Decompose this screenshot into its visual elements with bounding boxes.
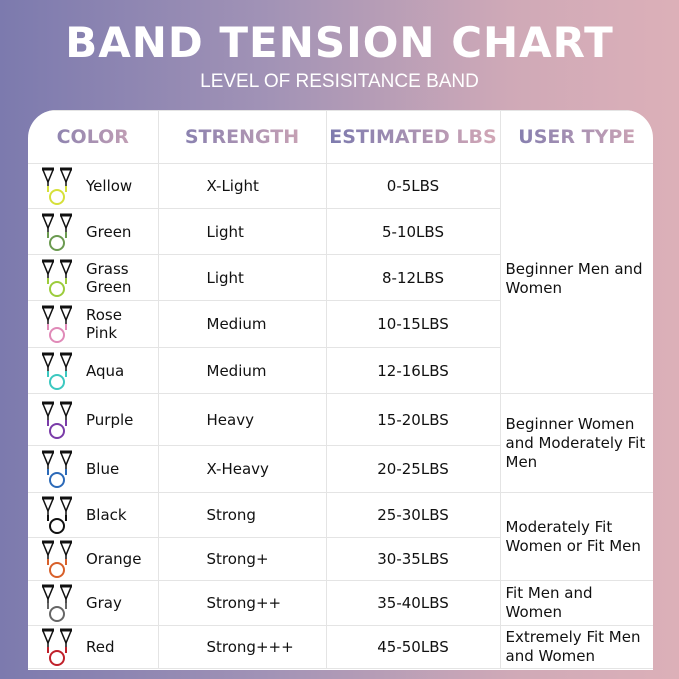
lbs-cell: 35-40LBS bbox=[325, 580, 501, 626]
color-cell: Grass Green bbox=[28, 254, 159, 301]
table-row: Orange Strong+ 30-35LBS bbox=[28, 537, 653, 581]
page-subtitle: LEVEL OF RESISITANCE BAND bbox=[200, 71, 479, 92]
color-cell: Rose Pink bbox=[28, 300, 159, 348]
strength-cell: Medium bbox=[157, 347, 327, 394]
table-row: Black Strong 25-30LBS Moderately Fit Wome… bbox=[28, 492, 653, 581]
color-name: Rose Pink bbox=[86, 306, 122, 342]
user-type-cell: Extremely Fit Men and Women bbox=[499, 625, 653, 669]
resistance-band-icon bbox=[42, 584, 72, 622]
color-cell: Aqua bbox=[28, 347, 159, 394]
user-type-cell: Beginner Men and Women bbox=[499, 163, 653, 394]
color-name: Aqua bbox=[86, 361, 125, 380]
table-row: Gray Strong++ 35-40LBS Fit Men and Women bbox=[28, 580, 653, 626]
color-name: Gray bbox=[86, 594, 122, 612]
color-name: Grass Green bbox=[86, 259, 132, 296]
strength-cell: Strong++ bbox=[157, 580, 327, 626]
lbs-cell: 5-10LBS bbox=[325, 208, 500, 255]
color-cell: Red bbox=[28, 625, 159, 669]
lbs-cell: 8-12LBS bbox=[325, 254, 500, 301]
user-type-cell: Fit Men and Women bbox=[499, 580, 653, 626]
table-row: Yellow X-Light 0-5LBS Beginner Men and Wo… bbox=[28, 163, 653, 394]
user-type-cell: Beginner Women and Moderately Fit Men bbox=[499, 393, 653, 493]
lbs-cell: 12-16LBS bbox=[325, 347, 500, 394]
color-cell: Yellow bbox=[28, 163, 159, 209]
user-type-cell: Moderately Fit Women or Fit Men bbox=[499, 492, 653, 581]
tension-table-card: Color Strength Estimated LBS User Type Y… bbox=[28, 110, 653, 670]
resistance-band-icon bbox=[42, 259, 72, 297]
resistance-band-icon bbox=[42, 628, 72, 666]
color-name: Black bbox=[86, 506, 127, 524]
header-strength: Strength bbox=[157, 110, 327, 164]
lbs-cell: 15-20LBS bbox=[325, 393, 501, 446]
resistance-band-icon bbox=[42, 496, 72, 534]
table-row: Purple Heavy 15-20LBS Beginner Women and … bbox=[28, 393, 653, 493]
color-name: Blue bbox=[86, 460, 120, 478]
header-color: Color bbox=[28, 110, 159, 164]
table-header: Color Strength Estimated LBS User Type bbox=[28, 110, 653, 164]
header-estimated-lbs: Estimated LBS bbox=[325, 110, 501, 164]
table-row: Grass Green Light 8-12LBS bbox=[28, 254, 653, 301]
lbs-cell: 20-25LBS bbox=[325, 445, 500, 493]
strength-cell: Strong+++ bbox=[157, 625, 327, 669]
resistance-band-icon bbox=[42, 213, 72, 251]
tension-table: Color Strength Estimated LBS User Type Y… bbox=[28, 110, 653, 669]
strength-cell: Light bbox=[157, 208, 327, 255]
resistance-band-icon bbox=[42, 401, 72, 439]
page-title: Band Tension Chart bbox=[65, 18, 614, 67]
resistance-band-icon bbox=[42, 167, 72, 205]
color-name: Purple bbox=[86, 410, 134, 429]
strength-cell: X-Heavy bbox=[157, 445, 327, 493]
color-cell: Green bbox=[28, 208, 159, 255]
strength-cell: Heavy bbox=[157, 393, 327, 446]
strength-cell: Strong bbox=[157, 492, 327, 538]
resistance-band-icon bbox=[42, 450, 72, 488]
resistance-band-icon bbox=[42, 305, 72, 343]
table-row: Red Strong+++ 45-50LBS Extremely Fit Men … bbox=[28, 625, 653, 669]
lbs-cell: 45-50LBS bbox=[325, 625, 501, 669]
strength-cell: Strong+ bbox=[157, 537, 327, 581]
color-name: Yellow bbox=[86, 177, 133, 195]
color-cell: Orange bbox=[28, 537, 159, 581]
resistance-band-icon bbox=[42, 540, 72, 578]
strength-cell: X-Light bbox=[157, 163, 327, 209]
resistance-band-icon bbox=[42, 352, 72, 390]
strength-cell: Medium bbox=[157, 300, 327, 348]
strength-cell: Light bbox=[157, 254, 327, 301]
table-row: Rose Pink Medium 10-15LBS bbox=[28, 300, 653, 348]
lbs-cell: 0-5LBS bbox=[325, 163, 501, 209]
lbs-cell: 25-30LBS bbox=[325, 492, 501, 538]
color-cell: Gray bbox=[28, 580, 159, 626]
color-name: Red bbox=[86, 638, 115, 656]
color-name: Orange bbox=[86, 550, 142, 568]
header-user-type: User Type bbox=[499, 110, 653, 164]
color-name: Green bbox=[86, 222, 132, 241]
table-row: Green Light 5-10LBS bbox=[28, 208, 653, 255]
lbs-cell: 30-35LBS bbox=[325, 537, 500, 581]
lbs-cell: 10-15LBS bbox=[325, 300, 500, 348]
color-cell: Purple bbox=[28, 393, 159, 446]
color-cell: Blue bbox=[28, 445, 159, 493]
color-cell: Black bbox=[28, 492, 159, 538]
